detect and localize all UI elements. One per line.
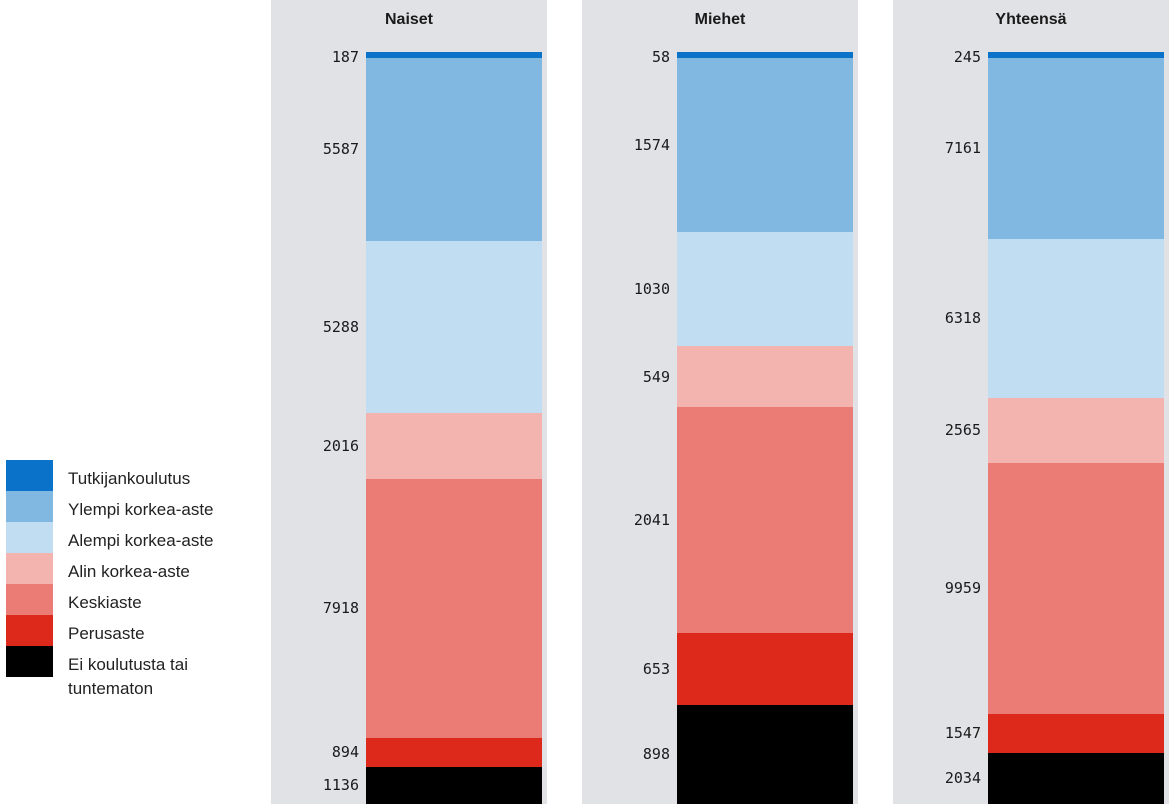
bar-segment bbox=[366, 766, 542, 804]
data-label: 187 bbox=[331, 48, 359, 66]
legend-label: Ylempi korkea-aste bbox=[68, 500, 214, 519]
data-label: 1030 bbox=[633, 280, 670, 299]
panel-title: Yhteensä bbox=[995, 11, 1067, 28]
bar-segment bbox=[366, 240, 542, 414]
bar-segment bbox=[988, 238, 1164, 398]
data-label: 2041 bbox=[633, 510, 670, 529]
bar-segment bbox=[366, 52, 542, 59]
data-label: 2016 bbox=[322, 437, 359, 456]
data-label: 2565 bbox=[944, 421, 981, 440]
bar-segment bbox=[677, 406, 853, 633]
data-label: 7161 bbox=[944, 139, 981, 158]
data-label: 898 bbox=[642, 745, 670, 764]
legend-label: Perusaste bbox=[68, 624, 145, 643]
legend-label: Ei koulutusta tai tuntematon bbox=[68, 655, 189, 698]
bar-segment bbox=[988, 752, 1164, 804]
bar-segment bbox=[988, 397, 1164, 463]
legend-swatch bbox=[6, 584, 53, 615]
legend-swatch bbox=[6, 491, 53, 522]
data-label: 653 bbox=[642, 659, 670, 678]
data-label: 9959 bbox=[944, 579, 981, 598]
data-label: 549 bbox=[642, 367, 670, 386]
bar-segment bbox=[988, 52, 1164, 59]
data-label: 5288 bbox=[322, 317, 359, 336]
bar-segment bbox=[988, 713, 1164, 753]
data-label: 7918 bbox=[322, 599, 359, 618]
bar-segment bbox=[366, 737, 542, 767]
bar-segment bbox=[677, 704, 853, 804]
stacked-bar bbox=[988, 52, 1164, 804]
bar-segment bbox=[366, 58, 542, 241]
legend-label: Alempi korkea-aste bbox=[68, 531, 214, 550]
legend-label: Alin korkea-aste bbox=[68, 562, 190, 581]
bar-segment bbox=[366, 479, 542, 738]
stacked-bar bbox=[677, 52, 853, 804]
legend-swatch bbox=[6, 522, 53, 553]
legend-label: Tutkijankoulutus bbox=[68, 469, 191, 488]
bar-segment bbox=[677, 58, 853, 233]
legend-swatch bbox=[6, 615, 53, 646]
bar-segment bbox=[677, 52, 853, 59]
legend-label: Keskiaste bbox=[68, 593, 142, 612]
panel-1: Naiset 187 5587 5288 2016 7918 894 1136 bbox=[271, 0, 547, 804]
legend-swatch bbox=[6, 646, 53, 677]
data-label: 894 bbox=[331, 743, 359, 762]
data-label: 2034 bbox=[944, 769, 981, 788]
bar-segment bbox=[677, 346, 853, 407]
panel-title: Naiset bbox=[384, 11, 434, 28]
bar-segment bbox=[988, 58, 1164, 239]
legend-swatch bbox=[6, 460, 53, 491]
data-label: 1136 bbox=[322, 776, 359, 795]
bar-segment bbox=[988, 462, 1164, 714]
data-label: 6318 bbox=[944, 309, 981, 328]
data-label: 1574 bbox=[633, 136, 670, 155]
panel-title: Miehet bbox=[694, 11, 746, 28]
legend-swatch bbox=[6, 553, 53, 584]
bar-segment bbox=[677, 232, 853, 347]
data-label: 245 bbox=[953, 48, 981, 66]
bar-segment bbox=[677, 632, 853, 705]
data-label: 58 bbox=[651, 48, 670, 66]
panel-3: Yhteensä 245 7161 6318 2565 9959 1547 2034 bbox=[893, 0, 1169, 804]
bar-segment bbox=[366, 413, 542, 480]
stacked-bar bbox=[366, 52, 542, 804]
data-label: 5587 bbox=[322, 140, 359, 159]
panel-2: Miehet 58 1574 1030 549 2041 653 898 bbox=[582, 0, 858, 804]
data-label: 1547 bbox=[944, 724, 981, 743]
